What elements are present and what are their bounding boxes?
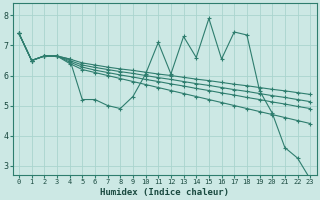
X-axis label: Humidex (Indice chaleur): Humidex (Indice chaleur)	[100, 188, 229, 197]
